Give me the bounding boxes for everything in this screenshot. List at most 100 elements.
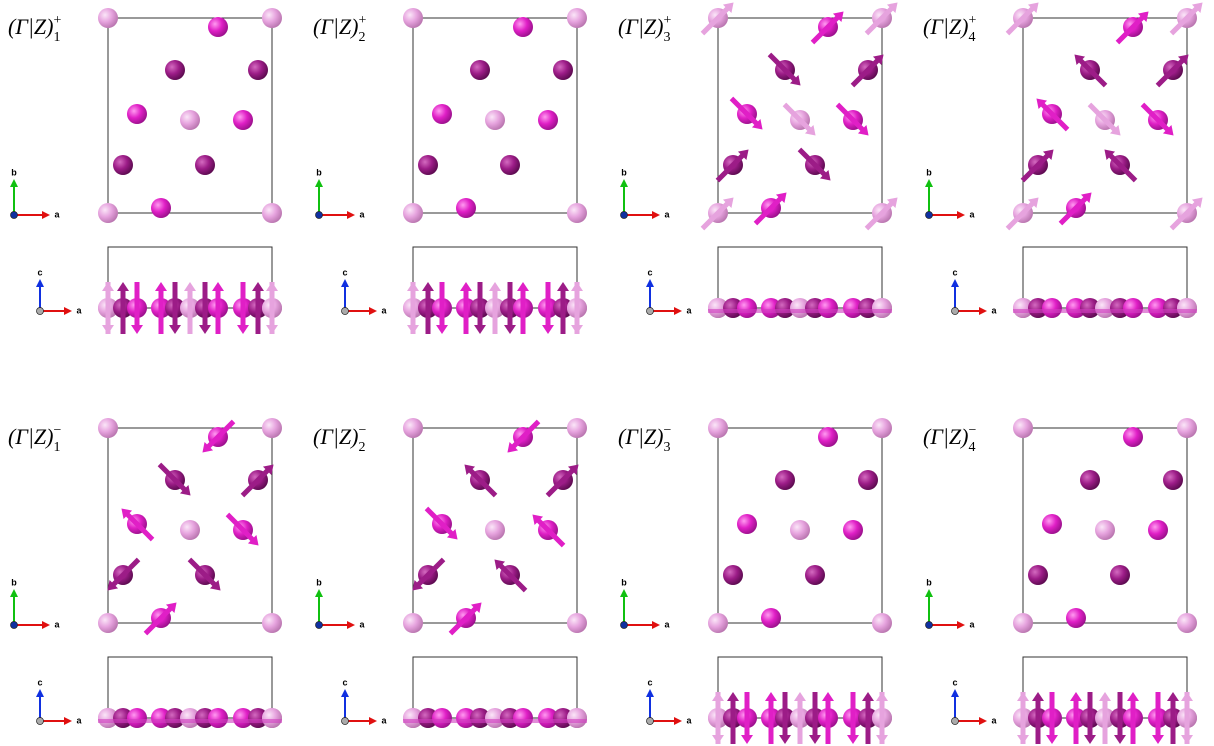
moment-head [876, 692, 888, 701]
moment-head [1114, 735, 1126, 744]
atom [432, 104, 452, 124]
panel-label: (Γ|Z)2− [313, 423, 366, 455]
moment-head [779, 735, 791, 744]
atom [761, 608, 781, 628]
atom [1095, 520, 1115, 540]
atom [567, 418, 587, 438]
atom [1042, 514, 1062, 534]
atom [513, 17, 533, 37]
axis-head [979, 307, 987, 315]
atom [538, 110, 558, 130]
moment-head [517, 282, 529, 291]
panel-label: (Γ|Z)2 + [313, 13, 366, 45]
atom [1123, 427, 1143, 447]
atom [432, 708, 452, 728]
axis-head [10, 589, 18, 597]
atom [195, 155, 215, 175]
moment-head [1032, 692, 1044, 701]
axis-head [951, 279, 959, 287]
axis-head [42, 621, 50, 629]
axis-label: a [54, 619, 60, 629]
axis-label: c [952, 677, 957, 687]
atom [1066, 608, 1086, 628]
axis-label: b [316, 577, 322, 587]
label-sub: 2 [358, 30, 365, 45]
atom [1163, 470, 1183, 490]
atom [113, 155, 133, 175]
atom [262, 418, 282, 438]
atom [567, 708, 587, 728]
axis-head [36, 689, 44, 697]
atom [98, 8, 118, 28]
moment-head [1167, 692, 1179, 701]
panel: (Γ|Z)3−baca [618, 418, 892, 744]
moment-head [794, 692, 806, 701]
moment-head [765, 692, 777, 701]
panel-label: (Γ|Z)4+ [923, 13, 976, 45]
atom [233, 110, 253, 130]
panel-label: (Γ|Z)1+ [8, 13, 61, 45]
atom [262, 613, 282, 633]
axis-origin [621, 212, 628, 219]
atom [262, 203, 282, 223]
panel: (Γ|Z)4+baca [923, 2, 1203, 318]
atom [872, 613, 892, 633]
moment-head [1084, 735, 1096, 744]
moment-head [407, 325, 419, 334]
axis-head [957, 621, 965, 629]
atom [843, 520, 863, 540]
axis-label: a [664, 619, 670, 629]
moment-head [1070, 692, 1082, 701]
panel: (Γ|Z)1+baca [8, 8, 282, 334]
label-sub: 1 [53, 30, 60, 45]
moment-head [102, 325, 114, 334]
atom [262, 708, 282, 728]
axis-label: b [926, 167, 932, 177]
label-main: (Γ|Z) [313, 14, 358, 39]
axis-label: a [991, 305, 997, 315]
axis-origin [952, 308, 959, 315]
atom [567, 8, 587, 28]
atom [872, 418, 892, 438]
axis-head [646, 689, 654, 697]
axis-head [369, 307, 377, 315]
axis-head [957, 211, 965, 219]
axis-label: c [342, 677, 347, 687]
atom [790, 520, 810, 540]
moment-head [422, 282, 434, 291]
axis-origin [316, 622, 323, 629]
moment-head [1181, 692, 1193, 701]
atom [208, 708, 228, 728]
axis-label: c [342, 267, 347, 277]
atom [1177, 613, 1197, 633]
axis-label: a [664, 209, 670, 219]
axis-head [951, 689, 959, 697]
atom [1028, 565, 1048, 585]
atom [818, 427, 838, 447]
label-main: (Γ|Z) [313, 424, 358, 449]
atom [151, 198, 171, 218]
moment-head [557, 282, 569, 291]
axis-label: a [381, 715, 387, 725]
atom [403, 418, 423, 438]
panel-label: (Γ|Z)4− [923, 423, 976, 455]
axis-origin [37, 718, 44, 725]
axis-head [369, 717, 377, 725]
label-sup: + [663, 13, 671, 28]
atom [403, 203, 423, 223]
axis-head [347, 621, 355, 629]
panel: (Γ|Z)4−baca [923, 418, 1197, 744]
atom [872, 298, 892, 318]
atom [500, 155, 520, 175]
atom [485, 520, 505, 540]
atom [1042, 298, 1062, 318]
atom [403, 613, 423, 633]
label-sup: + [358, 13, 366, 28]
axis-label: c [647, 677, 652, 687]
axis-label: b [11, 577, 17, 587]
axis-origin [926, 212, 933, 219]
axis-label: b [926, 577, 932, 587]
axis-origin [342, 308, 349, 315]
moment-head [169, 325, 181, 334]
